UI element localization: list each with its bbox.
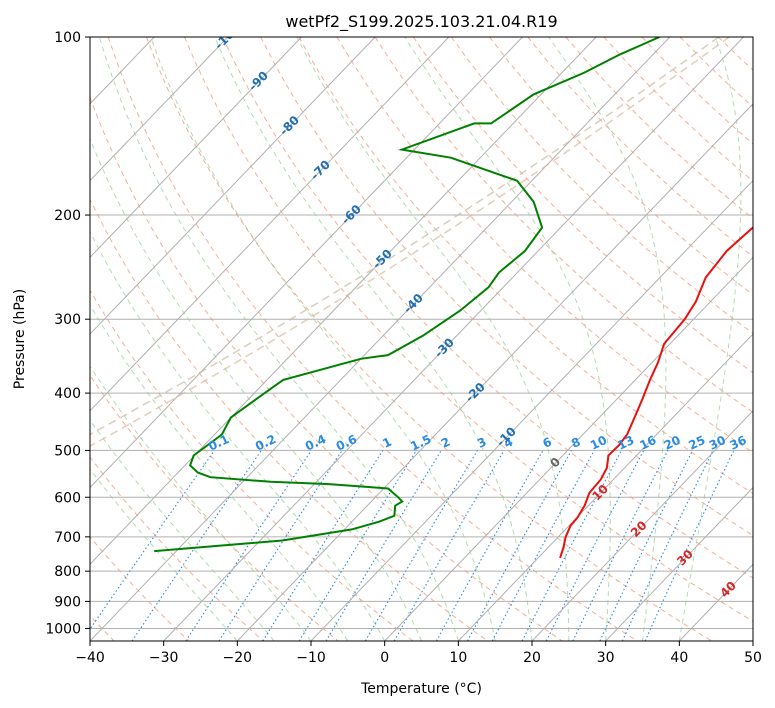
- profile-series: [154, 37, 753, 559]
- moist-adiabat: [90, 137, 422, 641]
- y-tick-label: 900: [54, 594, 81, 610]
- dry-adiabat: [90, 198, 488, 641]
- isotherm-line: [90, 37, 376, 335]
- x-tick-label: 50: [744, 650, 762, 666]
- moist-adiabat: [404, 37, 611, 641]
- x-tick-label: 30: [597, 650, 615, 666]
- x-tick-label: 10: [449, 650, 467, 666]
- isotherm-line: [310, 179, 753, 641]
- x-tick-label: 0: [380, 650, 389, 666]
- y-tick-label: 600: [54, 490, 81, 506]
- y-tick-label: 500: [54, 443, 81, 459]
- isotherm-line: [90, 37, 450, 412]
- mixing-ratio-line: [545, 450, 645, 641]
- moist-adiabat: [90, 419, 275, 641]
- chart-title: wetPf2_S199.2025.103.21.04.R19: [285, 12, 557, 32]
- mixing-ratio-label: 36: [728, 433, 749, 453]
- moist-adiabat: [90, 230, 386, 641]
- isotherm-line: [236, 103, 753, 641]
- dry-adiabat: [145, 37, 712, 641]
- x-tick-label: −40: [75, 650, 105, 666]
- isotherm-line: [90, 37, 229, 182]
- mixing-ratio-line: [298, 450, 417, 641]
- dry-adiabat: [90, 289, 414, 641]
- x-tick-label: 20: [523, 650, 541, 666]
- mixing-ratio-line: [435, 450, 544, 641]
- y-tick-label: 400: [54, 386, 81, 402]
- moist-adiabat: [98, 37, 459, 641]
- dry-adiabat: [184, 37, 753, 622]
- mixing-ratio-label: 20: [662, 433, 683, 453]
- isotherms: [90, 37, 753, 641]
- mixing-ratio-line: [131, 450, 262, 641]
- dry-adiabat: [260, 37, 753, 537]
- moist-adiabat: [548, 37, 667, 641]
- moist-adiabat: [150, 37, 496, 641]
- mixing-ratio-line: [467, 450, 572, 641]
- moist-adiabat: [296, 37, 570, 641]
- special-dashed-curve: [90, 37, 730, 447]
- isotherm-line: [163, 37, 744, 641]
- y-tick-label: 700: [54, 530, 81, 546]
- mixing-ratio-label: 16: [637, 433, 658, 453]
- mixing-ratio-line: [185, 450, 312, 641]
- temperature-profile: [559, 226, 753, 559]
- isotherm-line: [90, 37, 523, 489]
- moist-adiabats: [90, 37, 742, 641]
- dewpoint-profile: [154, 37, 660, 553]
- y-tick-label: 200: [54, 208, 81, 224]
- x-tick-label: −10: [296, 650, 326, 666]
- plot-frame: [89, 36, 754, 642]
- y-tick-label: 100: [54, 30, 81, 46]
- moist-adiabat: [90, 468, 238, 641]
- x-tick-label: −20: [223, 650, 253, 666]
- y-tick-label: 1000: [45, 621, 81, 637]
- moist-adiabat: [90, 303, 349, 641]
- mixing-ratio-line: [218, 450, 343, 641]
- y-tick-label: 300: [54, 312, 81, 328]
- dry-adiabat: [107, 37, 638, 641]
- isotherm-line: [531, 410, 753, 641]
- dry-adiabat: [489, 37, 753, 296]
- mixing-ratio-line: [572, 450, 669, 641]
- moist-adiabat: [90, 365, 312, 641]
- isotherm-line: [384, 256, 753, 641]
- mixing-ratio-label: 10: [588, 433, 609, 453]
- dry-adiabats: [90, 37, 753, 641]
- axes: −40 −30 −20 −10 0 10 20 30 40 50 100 200 300 400 500 60…: [45, 30, 762, 666]
- isotherm-line: [90, 37, 302, 259]
- isotherm-line: [90, 37, 597, 565]
- mixing-ratio-lines: [90, 450, 735, 641]
- x-axis-label: Temperature (°C): [360, 681, 482, 697]
- mixing-ratio-line: [90, 450, 215, 631]
- isotherm-line: [457, 333, 753, 641]
- mixing-ratio-label: 25: [686, 433, 707, 453]
- dry-adiabat: [222, 37, 753, 579]
- isotherm-line: [605, 486, 753, 641]
- isotherm-line: [90, 37, 671, 641]
- moist-adiabat: [678, 37, 742, 641]
- dry-adiabat: [90, 456, 264, 641]
- x-tick-label: −30: [149, 650, 179, 666]
- mixing-ratio-label: 30: [707, 433, 728, 453]
- y-axis-label: Pressure (hPa): [12, 289, 28, 389]
- dry-adiabat: [298, 37, 753, 495]
- y-tick-label: 800: [54, 564, 81, 580]
- mixing-ratio-label: 13: [615, 433, 636, 453]
- x-tick-label: 40: [670, 650, 688, 666]
- special-curves: [90, 37, 730, 447]
